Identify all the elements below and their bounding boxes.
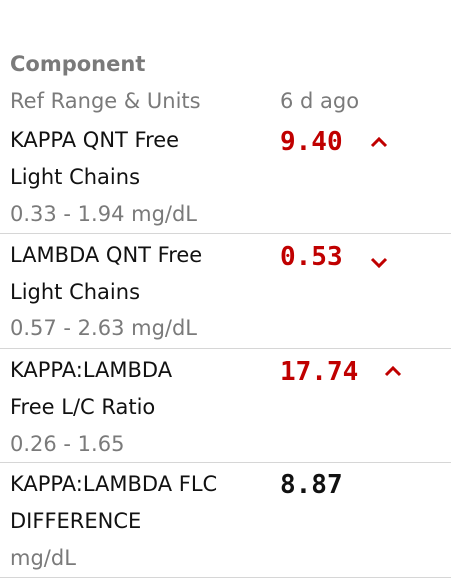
ref-range: 0.33 - 1.94 mg/dL xyxy=(10,202,198,226)
row-separator xyxy=(0,462,451,463)
component-name: KAPPA QNT Free xyxy=(10,128,180,152)
high-flag xyxy=(370,136,388,148)
row-separator xyxy=(0,233,451,234)
component-name: KAPPA:LAMBDA xyxy=(10,358,173,382)
low-flag xyxy=(370,257,388,269)
header-ref-range: Ref Range & Units xyxy=(10,89,201,113)
result-value: 8.87 xyxy=(280,470,343,500)
component-name: Light Chains xyxy=(10,280,141,304)
ref-range: 0.57 - 2.63 mg/dL xyxy=(10,316,198,340)
result-value: 0.53 xyxy=(280,242,343,272)
component-name: Free L/C Ratio xyxy=(10,395,156,419)
high-flag xyxy=(384,365,402,377)
header-component: Component xyxy=(10,52,146,76)
row-separator xyxy=(0,348,451,349)
component-name: KAPPA:LAMBDA FLC xyxy=(10,472,218,496)
result-value: 9.40 xyxy=(280,127,343,157)
row-separator xyxy=(0,577,451,578)
ref-range: mg/dL xyxy=(10,546,76,570)
component-name: DIFFERENCE xyxy=(10,509,142,533)
ref-range: 0.26 - 1.65 xyxy=(10,432,125,456)
header-date: 6 d ago xyxy=(280,89,360,113)
component-name: LAMBDA QNT Free xyxy=(10,243,203,267)
result-value: 17.74 xyxy=(280,357,359,387)
component-name: Light Chains xyxy=(10,165,141,189)
